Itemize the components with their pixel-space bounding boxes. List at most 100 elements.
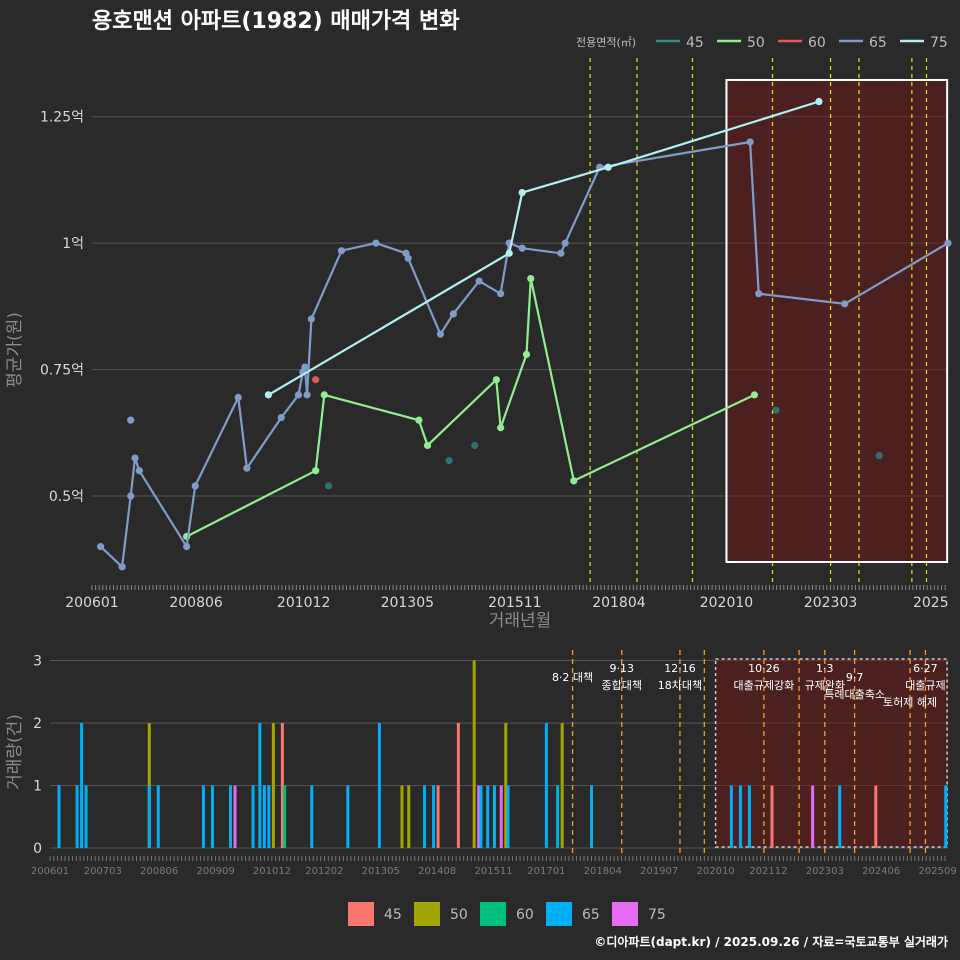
volume-bar-65: [738, 785, 742, 848]
event-annotation: 1·3: [816, 662, 834, 675]
volume-bar-75: [477, 785, 481, 848]
volume-bar-65: [251, 785, 255, 848]
data-point-75: [264, 391, 272, 399]
vol-x-tick-label: 200703: [84, 866, 122, 877]
volume-bar-65: [729, 785, 733, 848]
vol-y-tick-label: 3: [33, 654, 42, 670]
data-point-65: [518, 244, 526, 252]
volume-bar-75: [811, 785, 815, 848]
volume-bar-65: [310, 785, 314, 848]
volume-bar-65: [556, 785, 560, 848]
legend-bottom-label-75: 75: [648, 907, 666, 923]
vol-y-tick-label: 0: [33, 841, 42, 857]
event-annotation: 8·2 대책: [552, 671, 593, 684]
data-point-50: [750, 391, 759, 399]
data-point-45: [875, 451, 883, 460]
vol-x-tick-label: 200806: [140, 866, 178, 877]
data-point-65: [436, 330, 445, 338]
volume-bar-45: [436, 785, 440, 848]
legend-label-60: 60: [808, 35, 826, 51]
data-point-65: [746, 138, 754, 146]
main-chart: 0.5억 0.75억 1억 1.25억 200601 200806 201012 201305…: [40, 58, 952, 611]
legend-bottom-swatch-45: [348, 902, 374, 926]
volume-bar-65: [258, 723, 262, 848]
data-point-65: [372, 239, 380, 247]
volume-bar-65: [346, 785, 350, 848]
volume-bar-75: [233, 785, 237, 848]
event-annotation: 6·27: [913, 662, 938, 675]
event-annotation: 대출규제: [905, 679, 945, 692]
data-point-45: [772, 406, 780, 414]
volume-bar-50: [400, 785, 404, 848]
legend-bottom-label-50: 50: [450, 907, 468, 923]
main-x-axis-label: 거래년월: [489, 611, 552, 631]
x-tick-label: 2025: [913, 595, 949, 611]
data-point-65: [475, 277, 483, 285]
legend-bottom-swatch-65: [546, 902, 572, 926]
highlight-range-box: [725, 79, 949, 563]
data-point-75: [505, 249, 513, 257]
event-annotation: 종합대책: [601, 679, 641, 692]
legend-bottom-label-60: 60: [516, 907, 534, 923]
volume-bar-50: [407, 785, 411, 848]
volume-bar-65: [838, 785, 842, 848]
volume-bar-45: [280, 723, 284, 848]
legend-bottom-label-65: 65: [582, 907, 600, 923]
volume-bar-50: [560, 723, 564, 848]
x-tick-label: 201804: [592, 595, 646, 611]
data-point-65: [135, 467, 143, 475]
legend-label-50: 50: [747, 35, 765, 51]
volume-bar-65: [75, 785, 79, 848]
event-annotation: 대출규제강화: [734, 679, 795, 692]
x-tick-label: 201305: [381, 595, 434, 611]
data-point-50: [570, 477, 578, 485]
volume-bar-65: [479, 785, 483, 848]
vol-x-tick-label: 201511: [474, 866, 512, 877]
legend-label-75: 75: [930, 35, 948, 51]
volume-bar-50: [504, 723, 508, 848]
vol-x-tick-label: 201305: [362, 866, 400, 877]
legend-label-45: 45: [686, 35, 704, 51]
volume-bar-65: [944, 785, 948, 848]
volume-y-axis-label: 거래량(건): [5, 714, 25, 790]
vol-x-tick-label: 201701: [527, 866, 565, 877]
data-point-45: [445, 457, 453, 465]
data-point-50: [492, 376, 500, 384]
volume-bar-50: [271, 723, 275, 848]
volume-bar-60: [283, 785, 287, 848]
legends: 45 50 60 65 75 45 50 60 65 75: [348, 35, 948, 926]
event-annotation: 12·16: [664, 662, 696, 675]
x-tick-label: 202303: [804, 595, 857, 611]
data-point-65: [191, 482, 199, 490]
data-point-50: [527, 274, 535, 283]
data-point-65: [497, 290, 505, 298]
data-point-65: [337, 247, 346, 255]
main-y-axis-label: 평균가(원): [5, 312, 25, 388]
volume-bar-65: [423, 785, 427, 848]
volume-bar-65: [262, 785, 266, 848]
vol-highlight-range-box: [714, 658, 948, 848]
vol-y-tick-label: 2: [33, 716, 42, 732]
legend-bottom-label-45: 45: [384, 907, 402, 923]
data-point-50: [423, 441, 432, 450]
data-point-75: [815, 97, 823, 106]
data-point-65: [97, 542, 105, 551]
volume-bar-75: [499, 785, 503, 848]
data-point-65: [277, 414, 285, 422]
volume-bar-65: [57, 785, 61, 848]
data-point-50: [320, 391, 328, 399]
legend-bottom-swatch-60: [480, 902, 506, 926]
volume-bar-45: [770, 785, 774, 848]
data-point-65: [841, 300, 849, 308]
x-tick-label: 200601: [65, 595, 118, 611]
data-point-65: [303, 391, 311, 399]
vol-x-tick-label: 202303: [806, 866, 844, 877]
vol-x-tick-label: 201907: [640, 866, 678, 877]
volume-bar-65: [432, 785, 436, 848]
data-point-65: [944, 239, 952, 247]
volume-bar-65: [486, 785, 490, 848]
event-annotation: 특례대출축소: [824, 688, 885, 701]
event-annotation: 18차대책: [658, 679, 702, 692]
volume-bar-65: [229, 785, 233, 848]
vol-y-tick-label: 1: [33, 779, 42, 795]
